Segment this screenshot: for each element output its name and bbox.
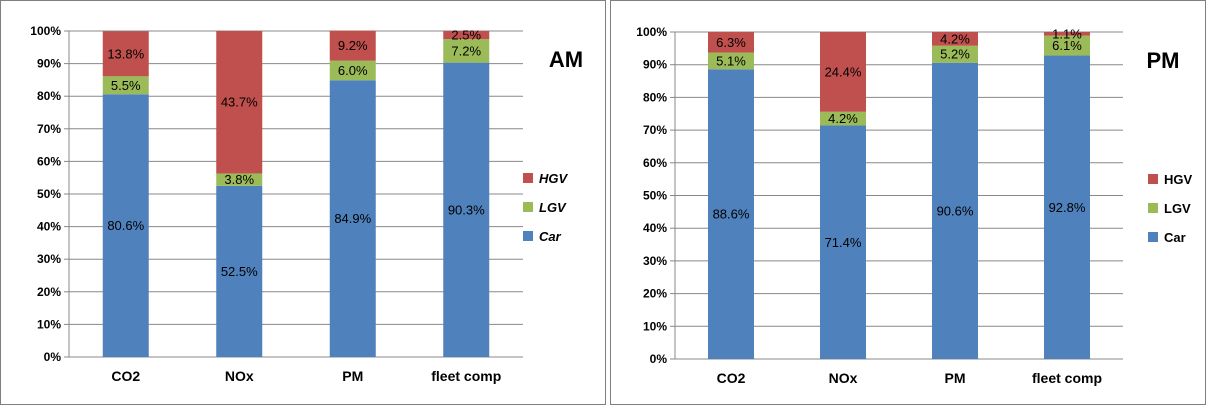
legend-label: Car xyxy=(1164,230,1186,245)
y-tick-label: 50% xyxy=(643,189,667,203)
y-tick-label: 60% xyxy=(643,156,667,170)
bar-lgv xyxy=(102,76,149,95)
bar-lgv xyxy=(216,173,263,186)
y-tick-label: 90% xyxy=(643,58,667,72)
data-label: 9.2% xyxy=(338,38,368,53)
y-tick-label: 20% xyxy=(643,287,667,301)
x-tick-label: CO2 xyxy=(717,370,746,386)
legend-swatch xyxy=(523,173,533,183)
chart-title: PM xyxy=(1147,48,1180,73)
bar-lgv xyxy=(932,45,978,63)
legend-swatch xyxy=(523,231,533,241)
data-label: 88.6% xyxy=(713,207,750,222)
y-tick-label: 90% xyxy=(37,57,61,71)
bar-hgv xyxy=(329,30,376,61)
data-label: 90.6% xyxy=(937,203,974,218)
data-label: 7.2% xyxy=(451,43,481,58)
y-tick-label: 0% xyxy=(44,350,62,364)
data-label: 1.1% xyxy=(1052,26,1082,41)
y-tick-label: 0% xyxy=(650,352,668,366)
y-tick-label: 80% xyxy=(37,89,61,103)
data-label: 90.3% xyxy=(448,202,485,217)
bar-car xyxy=(102,94,149,357)
y-tick-label: 50% xyxy=(37,187,61,201)
y-tick-label: 70% xyxy=(37,122,61,136)
legend-label: LGV xyxy=(1164,201,1191,216)
y-tick-label: 10% xyxy=(37,317,61,331)
bar-lgv xyxy=(708,52,754,70)
bar-car xyxy=(216,185,263,357)
legend-label: LGV xyxy=(539,200,567,215)
data-label: 24.4% xyxy=(825,64,862,79)
bar-lgv xyxy=(1044,35,1090,56)
bar-lgv xyxy=(329,60,376,81)
legend-swatch xyxy=(1148,232,1158,242)
bar-car xyxy=(329,80,376,357)
bar-hgv xyxy=(1044,32,1090,36)
x-tick-label: CO2 xyxy=(111,368,140,384)
chart-panel-pm: 0% 10% 20% 30% 40% 50% 60% 70% 80% 90% 100% 88.6% 5.… xyxy=(610,0,1206,405)
data-label: 5.1% xyxy=(716,53,746,68)
stacked-bar-chart-pm: 0% 10% 20% 30% 40% 50% 60% 70% 80% 90% 100% 88.6% 5.… xyxy=(636,25,1193,386)
legend-label: Car xyxy=(539,229,562,244)
data-label: 4.2% xyxy=(940,31,970,46)
x-tick-label: fleet comp xyxy=(1032,370,1102,386)
data-label: 43.7% xyxy=(221,95,258,110)
bar-car xyxy=(820,125,866,359)
bar-hgv xyxy=(102,31,149,77)
x-tick-label: fleet comp xyxy=(431,368,501,384)
y-tick-label: 80% xyxy=(643,90,667,104)
legend-swatch xyxy=(523,202,533,212)
data-label: 3.8% xyxy=(224,172,254,187)
y-tick-label: 70% xyxy=(643,123,667,137)
chart-panel-am: 0% 10% 20% 30% 40% 50% 60% 70% 80% 90% 100% 80.6% 5.… xyxy=(0,0,606,405)
stacked-bar-chart-am: 0% 10% 20% 30% 40% 50% 60% 70% 80% 90% 100% 80.6% 5.… xyxy=(30,24,583,384)
data-label: 52.5% xyxy=(221,264,258,279)
data-label: 84.9% xyxy=(334,211,371,226)
data-label: 5.5% xyxy=(111,78,141,93)
legend-label: HGV xyxy=(539,171,569,186)
data-label: 6.0% xyxy=(338,63,368,78)
data-label: 6.3% xyxy=(716,35,746,50)
legend-swatch xyxy=(1148,174,1158,184)
data-label: 5.2% xyxy=(940,47,970,62)
bar-car xyxy=(1044,55,1090,359)
x-tick-label: NOx xyxy=(225,368,254,384)
data-label: 2.5% xyxy=(451,28,481,43)
data-label: 80.6% xyxy=(107,218,144,233)
bar-car xyxy=(443,62,490,357)
x-tick-label: PM xyxy=(945,370,966,386)
y-tick-label: 100% xyxy=(636,25,667,39)
data-label: 71.4% xyxy=(825,235,862,250)
bar-car xyxy=(932,62,978,359)
bar-hgv xyxy=(708,32,754,53)
data-label: 92.8% xyxy=(1049,200,1086,215)
bar-hgv xyxy=(216,31,263,174)
y-tick-label: 30% xyxy=(643,254,667,268)
x-tick-label: NOx xyxy=(829,370,858,386)
bar-hgv xyxy=(443,31,490,40)
bar-hgv xyxy=(820,32,866,112)
bar-lgv xyxy=(443,39,490,63)
bar-hgv xyxy=(932,32,978,46)
y-tick-label: 30% xyxy=(37,252,61,266)
y-tick-label: 100% xyxy=(30,24,61,38)
data-label: 13.8% xyxy=(107,46,144,61)
legend-label: HGV xyxy=(1164,172,1193,187)
bar-car xyxy=(708,69,754,359)
y-tick-label: 10% xyxy=(643,319,667,333)
y-tick-label: 40% xyxy=(643,221,667,235)
data-label: 4.2% xyxy=(828,111,858,126)
y-tick-label: 20% xyxy=(37,285,61,299)
x-tick-label: PM xyxy=(342,368,363,384)
chart-title: AM xyxy=(549,47,583,72)
data-label: 6.1% xyxy=(1052,38,1082,53)
legend-swatch xyxy=(1148,203,1158,213)
y-tick-label: 40% xyxy=(37,220,61,234)
bar-lgv xyxy=(820,111,866,126)
y-tick-label: 60% xyxy=(37,154,61,168)
